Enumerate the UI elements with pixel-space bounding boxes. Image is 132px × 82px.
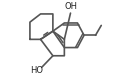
Text: OH: OH <box>64 2 77 11</box>
Text: HO: HO <box>30 66 43 75</box>
